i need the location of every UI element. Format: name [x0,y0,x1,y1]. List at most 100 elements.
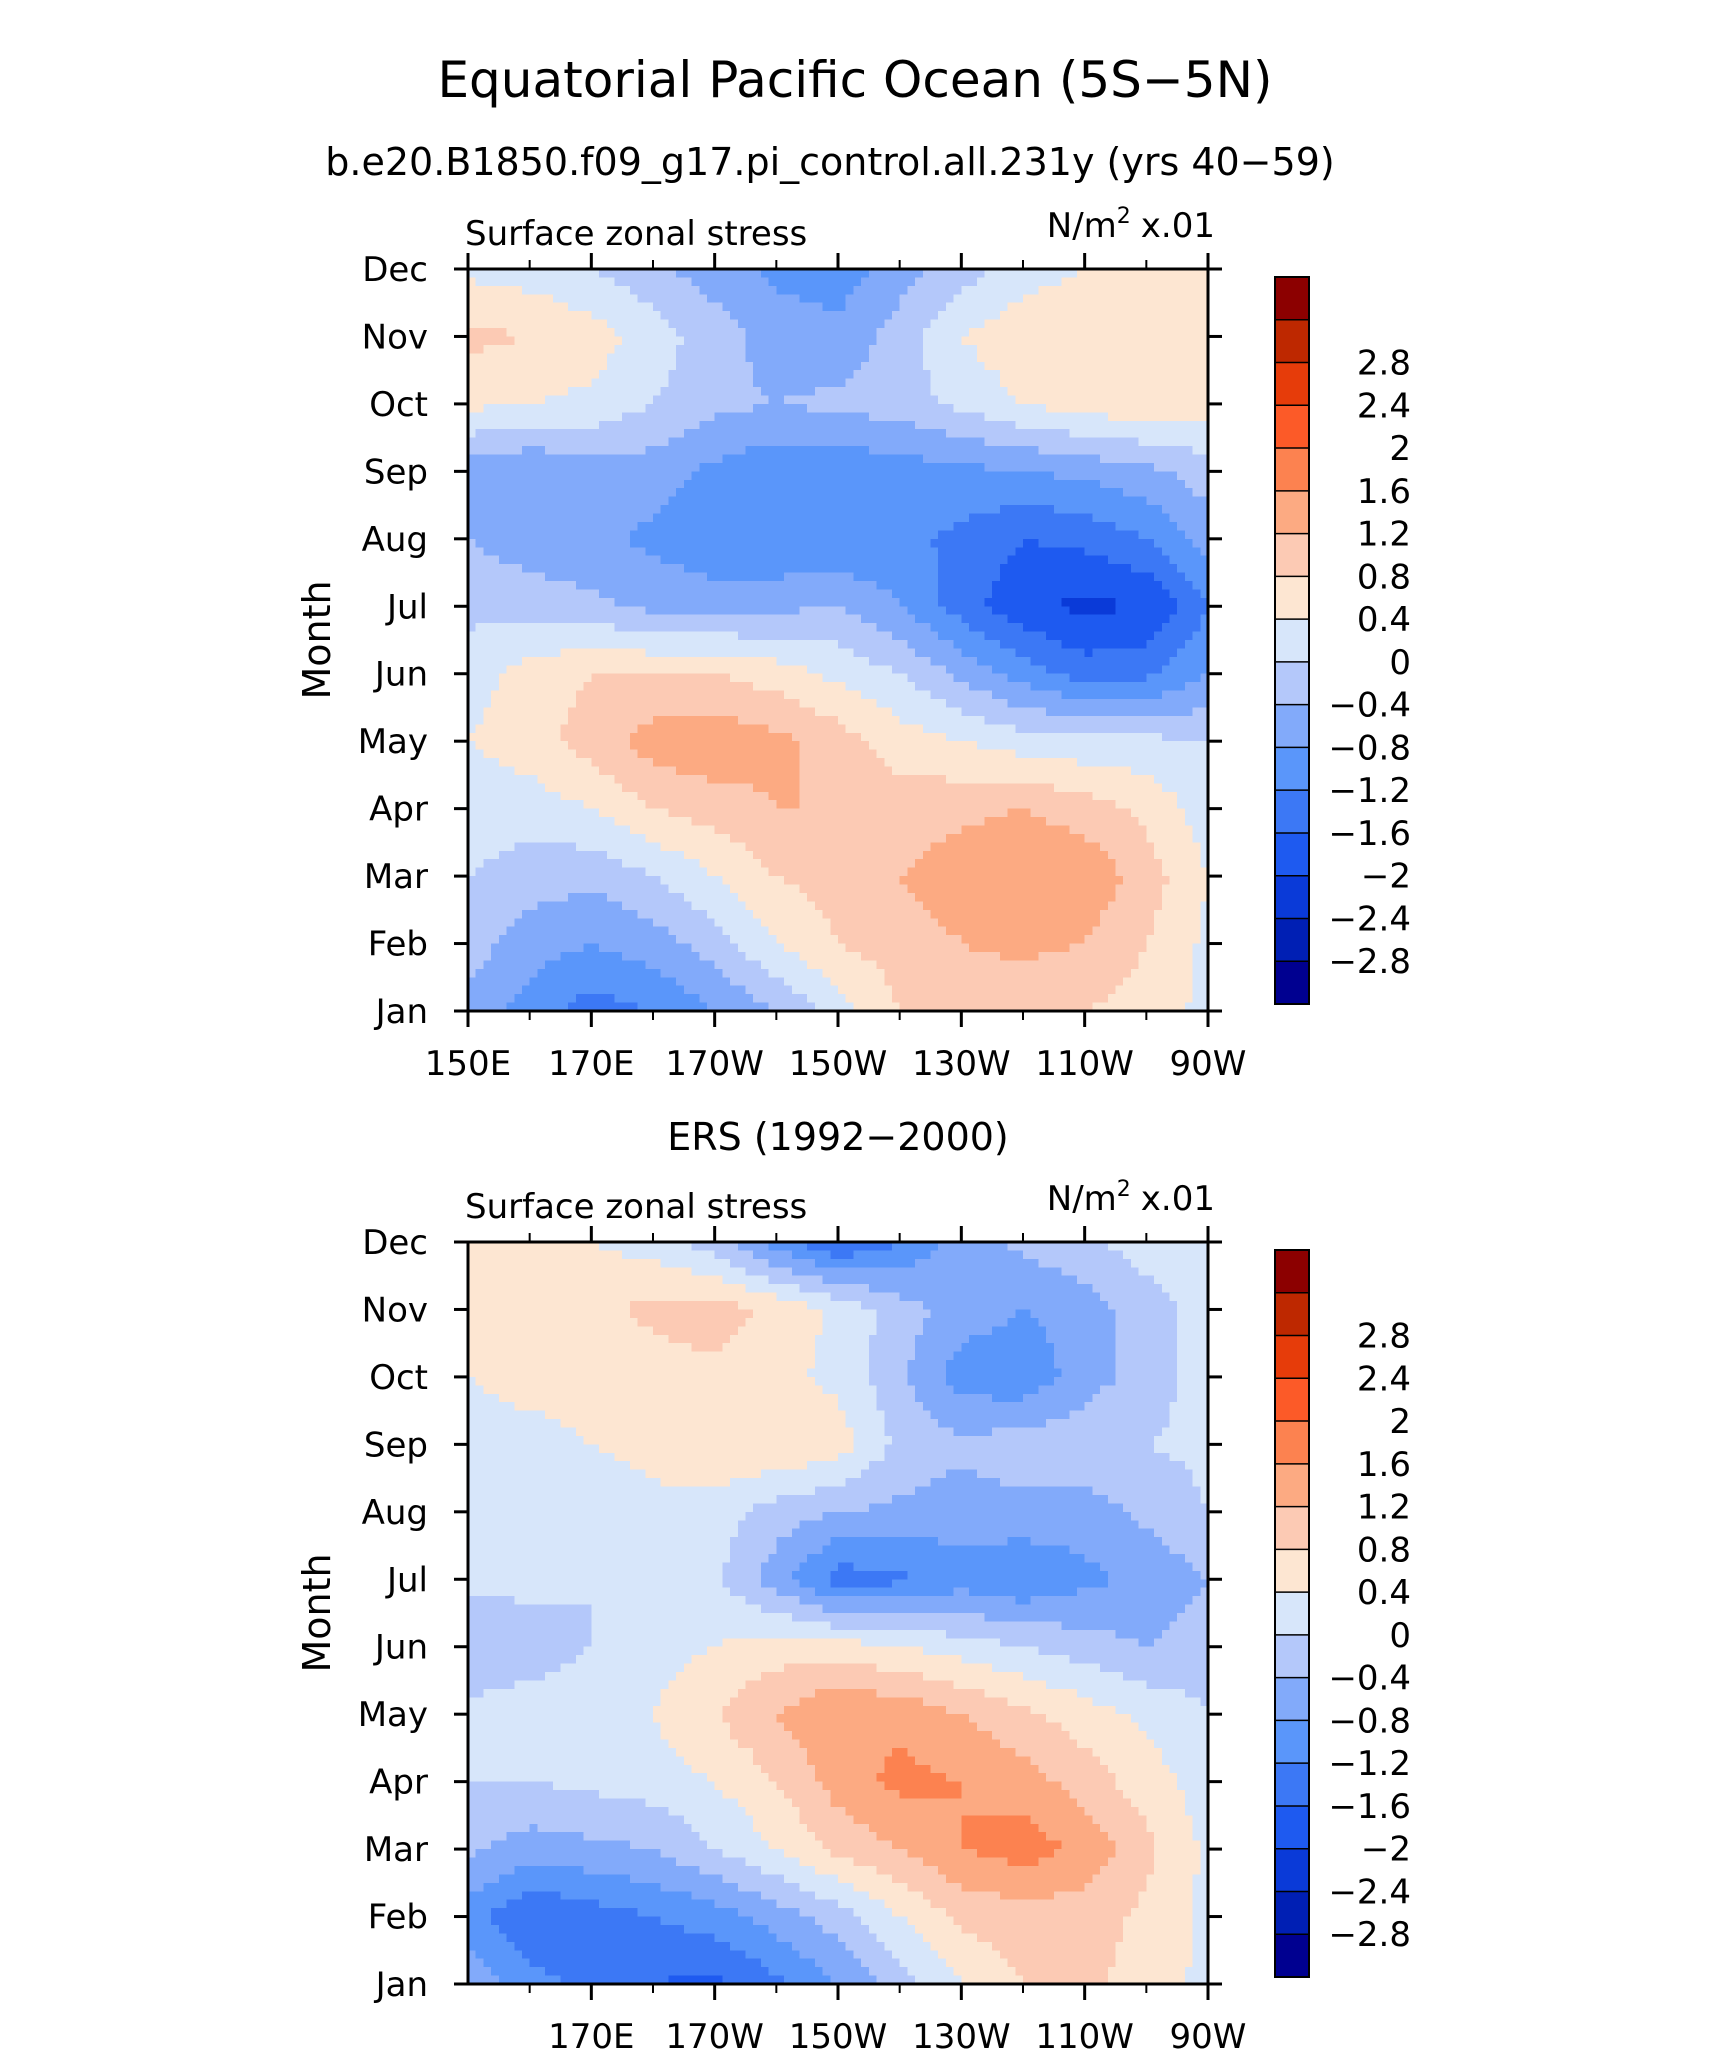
contour-cell [861,429,869,438]
contour-cell [823,311,831,320]
contour-cell [1038,336,1046,345]
contour-cell [553,429,561,438]
contour-cell [1008,471,1016,480]
contour-cell [661,379,669,388]
contour-cell [645,286,653,295]
contour-cell [730,277,738,286]
contour-cell [1069,471,1077,480]
contour-cell [530,370,538,379]
contour-cell [830,311,838,320]
contour-cell [1162,345,1170,354]
contour-cell [684,294,692,303]
contour-cell [1092,311,1100,320]
contour-cell [653,311,661,320]
contour-cell [838,370,846,379]
contour-cell [1054,395,1062,404]
contour-cell [514,320,522,329]
contour-cell [707,395,715,404]
contour-cell [537,379,545,388]
contour-cell [877,480,885,489]
contour-cell [614,429,622,438]
contour-cell [1038,303,1046,312]
contour-cell [853,336,861,345]
contour-cell [1008,353,1016,362]
contour-cell [591,412,599,421]
contour-cell [984,480,992,489]
contour-cell [1085,362,1093,371]
contour-cell [561,345,569,354]
contour-cell [1116,353,1124,362]
contour-cell [630,387,638,396]
contour-cell [1177,345,1185,354]
contour-cell [1038,328,1046,337]
contour-cell [668,362,676,371]
contour-cell [1085,294,1093,303]
contour-cell [1185,294,1193,303]
contour-cell [877,336,885,345]
contour-cell [584,286,592,295]
contour-cell [815,311,823,320]
contour-cell [591,455,599,464]
contour-cell [915,345,923,354]
contour-cell [892,379,900,388]
contour-cell [1069,429,1077,438]
contour-cell [1131,438,1139,447]
contour-cell [638,379,646,388]
contour-cell [599,438,607,447]
contour-cell [692,421,700,430]
contour-cell [738,311,746,320]
contour-cell [614,446,622,455]
contour-cell [561,311,569,320]
contour-cell [638,320,646,329]
contour-cell [969,294,977,303]
contour-cell [1023,320,1031,329]
contour-cell [553,336,561,345]
contour-cell [1154,277,1162,286]
contour-cell [622,412,630,421]
contour-cell [884,379,892,388]
contour-cell [722,455,730,464]
contour-cell [715,277,723,286]
contour-cell [730,311,738,320]
contour-cell [746,404,754,413]
contour-cell [638,362,646,371]
contour-cell [699,353,707,362]
contour-cell [630,320,638,329]
contour-cell [869,345,877,354]
contour-cell [1123,345,1131,354]
contour-cell [1193,387,1201,396]
contour-cell [1000,277,1008,286]
contour-cell [661,412,669,421]
contour-cell [622,320,630,329]
contour-cell [846,395,854,404]
contour-cell [815,336,823,345]
contour-cell [638,336,646,345]
contour-cell [1100,345,1108,354]
contour-cell [1000,370,1008,379]
contour-cell [699,303,707,312]
contour-cell [661,320,669,329]
contour-cell [853,328,861,337]
contour-cell [753,277,761,286]
contour-cell [846,488,854,497]
contour-cell [1046,320,1054,329]
contour-cell [668,311,676,320]
contour-cell [599,370,607,379]
contour-cell [1116,379,1124,388]
contour-cell [1169,286,1177,295]
contour-cell [846,353,854,362]
contour-cell [1077,311,1085,320]
contour-cell [1069,488,1077,497]
contour-cell [907,446,915,455]
contour-cell [1154,446,1162,455]
contour-cell [576,311,584,320]
contour-cell [961,446,969,455]
contour-cell [722,387,730,396]
contour-cell [753,455,761,464]
contour-cell [707,277,715,286]
contour-cell [954,294,962,303]
contour-cell [1154,286,1162,295]
contour-cell [668,412,676,421]
contour-cell [1162,362,1170,371]
contour-cell [491,294,499,303]
